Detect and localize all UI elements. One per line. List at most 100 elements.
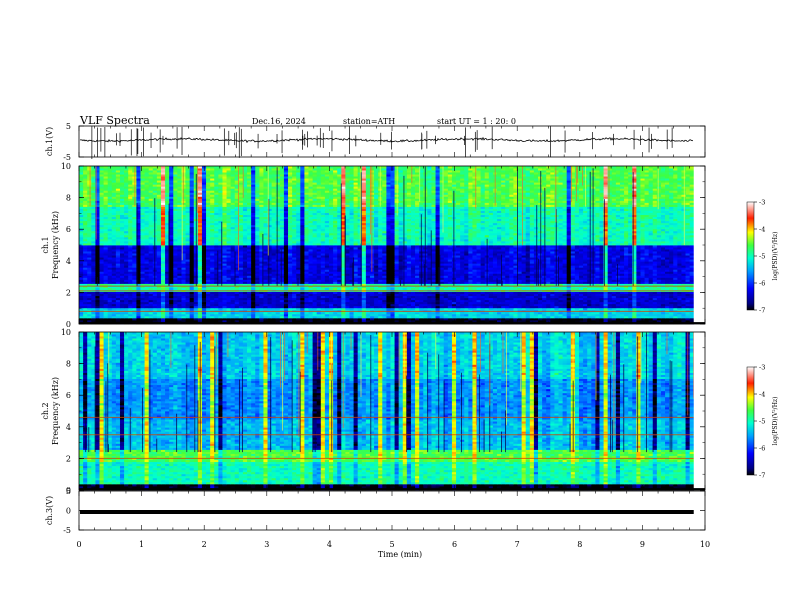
spectrogram-cell xyxy=(312,299,318,303)
spectrogram-cell xyxy=(402,311,408,315)
spectrogram-cell xyxy=(308,279,313,282)
spectrogram-cell xyxy=(685,275,691,278)
spectrogram-cell xyxy=(357,279,363,282)
spectrogram-cell xyxy=(681,319,686,323)
spectrogram-cell xyxy=(132,311,137,315)
spectrogram-cell xyxy=(505,293,510,297)
spectrogram-cell xyxy=(300,271,305,274)
spectrogram-cell xyxy=(353,317,359,321)
spectrogram-cell xyxy=(652,277,658,280)
spectrogram-cell xyxy=(288,315,293,319)
spectrogram-cell xyxy=(189,271,195,274)
spectrogram-cell xyxy=(173,307,178,311)
spectrogram-cell xyxy=(439,315,445,319)
spectrogram-cell xyxy=(501,279,506,282)
spectrogram-cell xyxy=(669,291,674,295)
spectrogram-cell xyxy=(132,277,137,280)
spectrogram-cell xyxy=(685,299,691,303)
spectrogram-cell xyxy=(595,279,600,282)
spectrogram-cell xyxy=(443,281,449,284)
spectrogram-cell xyxy=(578,315,584,319)
spectrogram-cell xyxy=(308,275,313,278)
spectrogram-cell xyxy=(624,313,629,317)
spectrogram-cell xyxy=(538,317,543,321)
spectrogram-cell xyxy=(275,293,281,297)
spectrogram-cell xyxy=(525,273,531,276)
spectrogram-cell xyxy=(378,305,383,309)
spectrogram-cell xyxy=(279,277,285,280)
spectrogram-cell xyxy=(443,297,449,301)
spectrogram-cell xyxy=(320,319,326,323)
spectrogram-cell xyxy=(255,281,260,284)
spectrogram-cell xyxy=(242,315,248,319)
spectrogram-cell xyxy=(218,279,223,282)
spectrogram-cell xyxy=(484,319,490,323)
spectrogram-cell xyxy=(152,299,158,303)
spectrogram-cell xyxy=(451,303,457,307)
spectrogram-cell xyxy=(361,303,367,307)
spectrogram-cell xyxy=(103,315,109,319)
spectrogram-cell xyxy=(624,287,629,290)
spectrogram-cell xyxy=(234,293,240,297)
spectrogram-cell xyxy=(558,283,563,286)
spectrogram-cell xyxy=(107,273,113,276)
spectrogram-cell xyxy=(119,291,125,295)
spectrogram-cell xyxy=(201,275,207,278)
spectrogram-cell xyxy=(271,303,277,307)
spectrogram-cell xyxy=(599,319,604,323)
spectrogram-cell xyxy=(611,317,617,321)
spectrogram-cell xyxy=(685,311,691,315)
spectrogram-cell xyxy=(230,313,236,317)
spectrogram-cell xyxy=(488,305,494,309)
ch1-ylabel: ch.1(V) xyxy=(45,127,54,156)
spectrogram-cell xyxy=(87,283,92,286)
spectrogram-cell xyxy=(378,293,383,297)
spectrogram-cell xyxy=(259,271,264,274)
spectrogram-cell xyxy=(288,279,293,282)
spectrogram-cell xyxy=(624,281,629,284)
spectrogram-cell xyxy=(501,299,506,303)
spectrogram-cell xyxy=(300,307,305,311)
spectrogram-cell xyxy=(501,301,506,305)
spectrogram-cell xyxy=(435,297,441,301)
spectrogram-cell xyxy=(505,275,510,278)
spectrogram-cell xyxy=(476,319,482,323)
spectrogram-cell xyxy=(242,271,248,274)
spectrogram-cell xyxy=(300,305,305,309)
spectrogram-cell xyxy=(542,273,547,276)
spectrogram-cell xyxy=(369,317,375,321)
spectrogram-cell xyxy=(443,293,449,297)
spectrogram-cell xyxy=(95,311,100,315)
spectrogram-cell xyxy=(558,277,563,280)
spectrogram-cell xyxy=(160,287,166,290)
spectrogram-cell xyxy=(476,271,482,274)
spectrogram-cell xyxy=(296,287,301,290)
spectrogram-cell xyxy=(660,303,666,307)
spectrogram-cell xyxy=(386,315,391,319)
spectrogram-cell xyxy=(263,273,268,276)
spectrogram-cell xyxy=(119,277,125,280)
spectrogram-cell xyxy=(480,277,486,280)
spectrogram-cell xyxy=(201,295,207,299)
spectrogram-cell xyxy=(357,287,363,290)
spectrogram-cell xyxy=(386,277,391,280)
spectrogram-cell xyxy=(87,279,92,282)
spectrogram-cell xyxy=(447,305,453,309)
spectrogram-cell xyxy=(148,303,154,307)
spectrogram-cell xyxy=(374,305,379,309)
spectrogram-cell xyxy=(324,303,330,307)
spectrogram-cell xyxy=(320,281,326,284)
spectrogram-cell xyxy=(124,277,129,280)
spectrogram-cell xyxy=(591,285,596,288)
spectrogram-cell xyxy=(136,291,141,295)
spectrogram-cell xyxy=(583,273,588,276)
spectrogram-cell xyxy=(214,311,219,315)
spectrogram-cell xyxy=(632,295,637,299)
spectrogram-cell xyxy=(230,291,236,295)
spectrogram-cell xyxy=(648,301,654,305)
spectrogram-cell xyxy=(140,313,145,317)
spectrogram-cell xyxy=(337,291,342,295)
spectrogram-cell xyxy=(603,291,609,295)
spectrogram-cell xyxy=(304,301,309,305)
